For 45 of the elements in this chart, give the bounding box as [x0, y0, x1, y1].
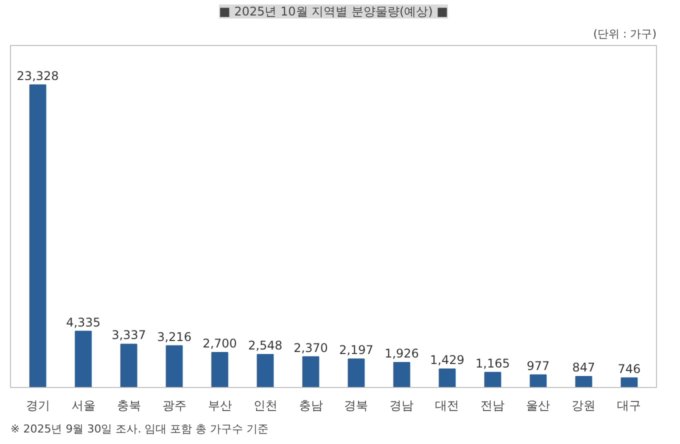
- data-label: 1,165: [476, 356, 510, 370]
- x-tick-label: 울산: [526, 398, 550, 412]
- x-tick-label: 부산: [208, 398, 232, 412]
- data-label: 1,429: [430, 352, 464, 367]
- data-label: 2,197: [339, 342, 374, 357]
- x-tick-label: 전남: [480, 398, 505, 412]
- x-tick-label: 경기: [26, 398, 50, 412]
- bar: [575, 376, 592, 388]
- data-label: 746: [618, 362, 641, 376]
- text: (단위 : 가구): [593, 28, 657, 40]
- bar: [120, 344, 138, 388]
- x-tick-label: 충남: [298, 398, 323, 412]
- data-label: 3,216: [157, 330, 192, 344]
- x-tick-label: 대구: [617, 398, 642, 412]
- bar: [74, 330, 92, 388]
- bar: [620, 377, 638, 388]
- x-tick-label: 경북: [344, 398, 368, 412]
- text: ※ 2025년 9월 30일 조사. 임대 포함 총 가구수 기준: [10, 422, 269, 436]
- chart-title: ■ 2025년 10월 지역별 분양물량(예상) ■: [219, 4, 448, 18]
- x-tick-label: 대전: [435, 398, 460, 412]
- bar: [438, 368, 456, 388]
- x-tick-label: 경남: [390, 398, 414, 412]
- data-label: 23,328: [16, 68, 59, 83]
- bar: [166, 345, 183, 388]
- data-label: 977: [526, 358, 550, 373]
- bar: [348, 358, 365, 388]
- bar: [29, 84, 46, 388]
- data-label: 3,337: [112, 328, 146, 342]
- data-label: 4,335: [66, 315, 100, 330]
- bar: [393, 362, 410, 388]
- bar: [302, 356, 320, 388]
- bar: [484, 372, 502, 388]
- data-label: 1,926: [384, 346, 419, 361]
- x-tick-label: 인천: [253, 398, 278, 412]
- x-tick-label: 강원: [572, 398, 596, 412]
- x-tick-label: 서울: [71, 398, 96, 412]
- bar: [211, 352, 228, 388]
- x-tick-label: 충북: [116, 398, 141, 412]
- data-label: 2,370: [294, 340, 328, 355]
- data-label: 2,548: [248, 338, 282, 352]
- bar: [530, 374, 547, 388]
- bar: [256, 354, 274, 388]
- data-label: 847: [572, 360, 596, 375]
- data-label: 2,700: [202, 336, 237, 350]
- x-tick-label: 광주: [162, 398, 186, 412]
